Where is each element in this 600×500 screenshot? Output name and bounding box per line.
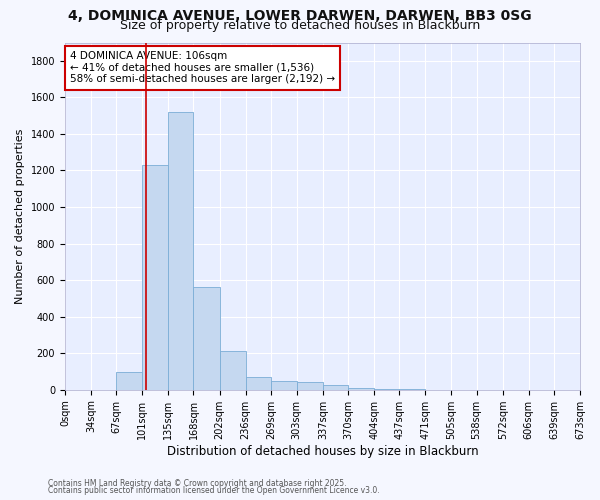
Bar (116, 372, 142, 390)
Text: Contains HM Land Registry data © Crown copyright and database right 2025.: Contains HM Land Registry data © Crown c… (48, 478, 347, 488)
Bar (193, 288, 220, 390)
Text: Contains public sector information licensed under the Open Government Licence v3: Contains public sector information licen… (48, 486, 380, 495)
Bar (297, 382, 323, 390)
Bar (142, 165, 168, 390)
Bar (271, 380, 297, 390)
Text: 4, DOMINICA AVENUE, LOWER DARWEN, DARWEN, BB3 0SG: 4, DOMINICA AVENUE, LOWER DARWEN, DARWEN… (68, 9, 532, 23)
Y-axis label: Number of detached properties: Number of detached properties (15, 128, 25, 304)
Text: 4 DOMINICA AVENUE: 106sqm
← 41% of detached houses are smaller (1,536)
58% of se: 4 DOMINICA AVENUE: 106sqm ← 41% of detac… (70, 51, 335, 84)
Text: Size of property relative to detached houses in Blackburn: Size of property relative to detached ho… (120, 19, 480, 32)
Bar (245, 377, 271, 390)
Bar (220, 352, 245, 390)
Bar (348, 388, 374, 390)
Bar (323, 384, 348, 390)
X-axis label: Distribution of detached houses by size in Blackburn: Distribution of detached houses by size … (167, 444, 478, 458)
Bar (168, 112, 193, 390)
Bar (374, 389, 400, 390)
